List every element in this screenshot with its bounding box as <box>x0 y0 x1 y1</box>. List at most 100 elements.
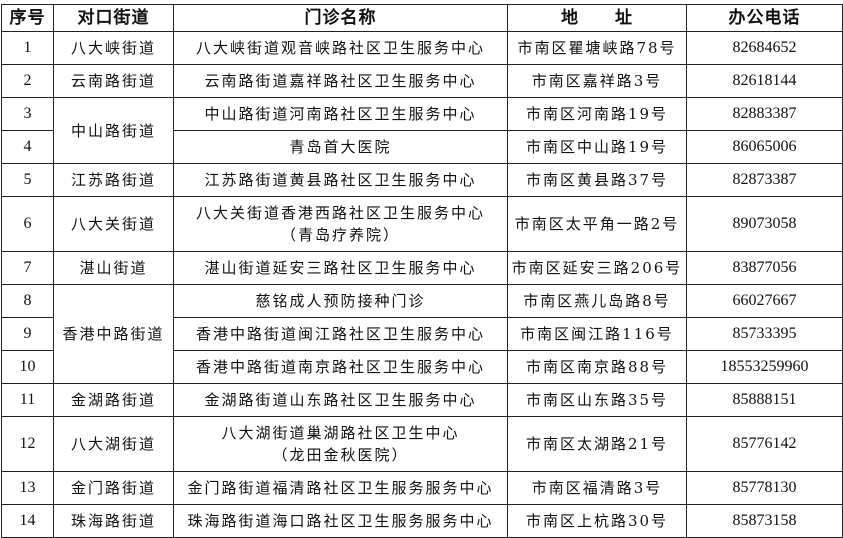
row-street: 金门路街道 <box>53 471 174 505</box>
header-street: 对口街道 <box>53 4 174 32</box>
row-index: 3 <box>1 97 54 131</box>
row-clinic: 云南路街道嘉祥路社区卫生服务中心 <box>173 64 508 98</box>
table-row: 9 香港中路街道闽江路社区卫生服务中心 市南区闽江路116号 85733395 <box>1 317 843 351</box>
row-index: 6 <box>1 196 54 252</box>
row-clinic: 青岛首大医院 <box>173 130 508 164</box>
table-row: 12 八大湖街道 八大湖街道巢湖路社区卫生中心 （龙田金秋医院） 市南区太湖路21号 85… <box>1 416 843 472</box>
row-clinic: 八大关街道香港西路社区卫生服务中心 （青岛疗养院） <box>173 196 508 252</box>
row-index: 11 <box>1 383 54 417</box>
table-row: 8 香港中路街道 慈铭成人预防接种门诊 市南区燕儿岛路8号 66027667 <box>1 284 843 384</box>
table-row: 14 珠海路街道 珠海路街道海口路社区卫生服务服务中心 市南区上杭路30号 858731… <box>1 504 843 538</box>
clinic-name: 八大峡街道观音峡路社区卫生服务中心 <box>195 39 485 57</box>
table-row: 2 云南路街道 云南路街道嘉祥路社区卫生服务中心 市南区嘉祥路3号 82618144 <box>1 64 843 98</box>
row-address: 市南区燕儿岛路8号 <box>507 284 687 318</box>
row-clinic: 八大峡街道观音峡路社区卫生服务中心 <box>173 31 508 65</box>
header-address: 地 址 <box>507 4 687 32</box>
row-street: 云南路街道 <box>53 64 174 98</box>
clinic-name: 八大关街道香港西路社区卫生服务中心 <box>195 204 485 222</box>
row-street: 金湖路街道 <box>53 383 174 417</box>
row-phone: 18553259960 <box>686 350 843 384</box>
row-phone: 82684652 <box>686 31 843 65</box>
clinic-name: 香港中路街道闽江路社区卫生服务中心 <box>195 325 485 343</box>
row-phone: 83877056 <box>686 251 843 285</box>
row-street: 香港中路街道 <box>53 284 174 384</box>
table-row: 13 金门路街道 金门路街道福清路社区卫生服务服务中心 市南区福清路3号 8577813… <box>1 471 843 505</box>
row-address: 市南区山东路35号 <box>507 383 687 417</box>
row-address: 市南区上杭路30号 <box>507 504 687 538</box>
row-address: 市南区南京路88号 <box>507 350 687 384</box>
row-clinic: 香港中路街道闽江路社区卫生服务中心 <box>173 317 508 351</box>
row-street: 八大湖街道 <box>53 416 174 472</box>
row-address: 市南区嘉祥路3号 <box>507 64 687 98</box>
row-clinic: 江苏路街道黄县路社区卫生服务中心 <box>173 163 508 197</box>
clinic-name: 湛山街道延安三路社区卫生服务中心 <box>204 259 477 277</box>
row-index: 4 <box>1 130 54 164</box>
header-row: 序号 对口街道 门诊名称 地 址 办公电话 <box>1 4 843 32</box>
row-phone: 66027667 <box>686 284 843 318</box>
row-index: 10 <box>1 350 54 384</box>
row-clinic: 中山路街道河南路社区卫生服务中心 <box>173 97 508 131</box>
row-street: 中山路街道 <box>53 97 174 164</box>
row-phone: 85733395 <box>686 317 843 351</box>
row-address: 市南区闽江路116号 <box>507 317 687 351</box>
row-clinic: 八大湖街道巢湖路社区卫生中心 （龙田金秋医院） <box>173 416 508 472</box>
row-address: 市南区福清路3号 <box>507 471 687 505</box>
row-street: 湛山街道 <box>53 251 174 285</box>
clinic-alias: （龙田金秋医院） <box>272 446 409 464</box>
row-address: 市南区太平角一路2号 <box>507 196 687 252</box>
table-row: 10 香港中路街道南京路社区卫生服务中心 市南区南京路88号 18553259960 <box>1 350 843 384</box>
table-row: 4 青岛首大医院 市南区中山路19号 86065006 <box>1 130 843 164</box>
clinic-name: 青岛首大医院 <box>289 138 392 156</box>
row-index: 13 <box>1 471 54 505</box>
row-address: 市南区延安三路206号 <box>507 251 687 285</box>
clinic-name: 慈铭成人预防接种门诊 <box>255 292 426 310</box>
clinic-name: 金门路街道福清路社区卫生服务服务中心 <box>187 479 494 497</box>
row-phone: 82873387 <box>686 163 843 197</box>
table-row: 11 金湖路街道 金湖路街道山东路社区卫生服务中心 市南区山东路35号 85888151 <box>1 383 843 417</box>
row-clinic: 金门路街道福清路社区卫生服务服务中心 <box>173 471 508 505</box>
row-street: 八大峡街道 <box>53 31 174 65</box>
header-clinic: 门诊名称 <box>173 4 508 32</box>
row-phone: 89073058 <box>686 196 843 252</box>
row-phone: 82618144 <box>686 64 843 98</box>
row-phone: 85873158 <box>686 504 843 538</box>
header-index: 序号 <box>1 4 54 32</box>
row-address: 市南区河南路19号 <box>507 97 687 131</box>
row-phone: 85888151 <box>686 383 843 417</box>
row-address: 市南区太湖路21号 <box>507 416 687 472</box>
row-address: 市南区中山路19号 <box>507 130 687 164</box>
clinic-alias: （青岛疗养院） <box>280 226 400 244</box>
row-phone: 86065006 <box>686 130 843 164</box>
row-index: 1 <box>1 31 54 65</box>
row-index: 2 <box>1 64 54 98</box>
row-clinic: 慈铭成人预防接种门诊 <box>173 284 508 318</box>
row-index: 14 <box>1 504 54 538</box>
row-clinic: 香港中路街道南京路社区卫生服务中心 <box>173 350 508 384</box>
table-row: 6 八大关街道 八大关街道香港西路社区卫生服务中心 （青岛疗养院） 市南区太平角一路2号… <box>1 196 843 252</box>
clinic-name: 香港中路街道南京路社区卫生服务中心 <box>195 358 485 376</box>
clinic-name: 云南路街道嘉祥路社区卫生服务中心 <box>204 72 477 90</box>
clinic-name: 八大湖街道巢湖路社区卫生中心 <box>221 424 460 442</box>
clinic-name: 江苏路街道黄县路社区卫生服务中心 <box>204 171 477 189</box>
row-index: 5 <box>1 163 54 197</box>
clinic-name: 珠海路街道海口路社区卫生服务服务中心 <box>187 512 494 530</box>
row-index: 12 <box>1 416 54 472</box>
row-street: 珠海路街道 <box>53 504 174 538</box>
clinic-name: 中山路街道河南路社区卫生服务中心 <box>204 105 477 123</box>
header-phone: 办公电话 <box>686 4 843 32</box>
row-street: 江苏路街道 <box>53 163 174 197</box>
row-clinic: 湛山街道延安三路社区卫生服务中心 <box>173 251 508 285</box>
row-phone: 85778130 <box>686 471 843 505</box>
row-index: 9 <box>1 317 54 351</box>
row-index: 7 <box>1 251 54 285</box>
row-clinic: 珠海路街道海口路社区卫生服务服务中心 <box>173 504 508 538</box>
table-row: 1 八大峡街道 八大峡街道观音峡路社区卫生服务中心 市南区瞿塘峡路78号 8268465… <box>1 31 843 65</box>
row-clinic: 金湖路街道山东路社区卫生服务中心 <box>173 383 508 417</box>
row-address: 市南区黄县路37号 <box>507 163 687 197</box>
table-row: 5 江苏路街道 江苏路街道黄县路社区卫生服务中心 市南区黄县路37号 82873387 <box>1 163 843 197</box>
row-phone: 82883387 <box>686 97 843 131</box>
row-street: 八大关街道 <box>53 196 174 252</box>
table-row: 3 中山路街道 中山路街道河南路社区卫生服务中心 市南区河南路19号 82883387 <box>1 97 843 164</box>
row-address: 市南区瞿塘峡路78号 <box>507 31 687 65</box>
clinic-table: 序号 对口街道 门诊名称 地 址 办公电话 1 八大峡街道 八大峡街道观音峡路社区卫… <box>1 4 843 538</box>
